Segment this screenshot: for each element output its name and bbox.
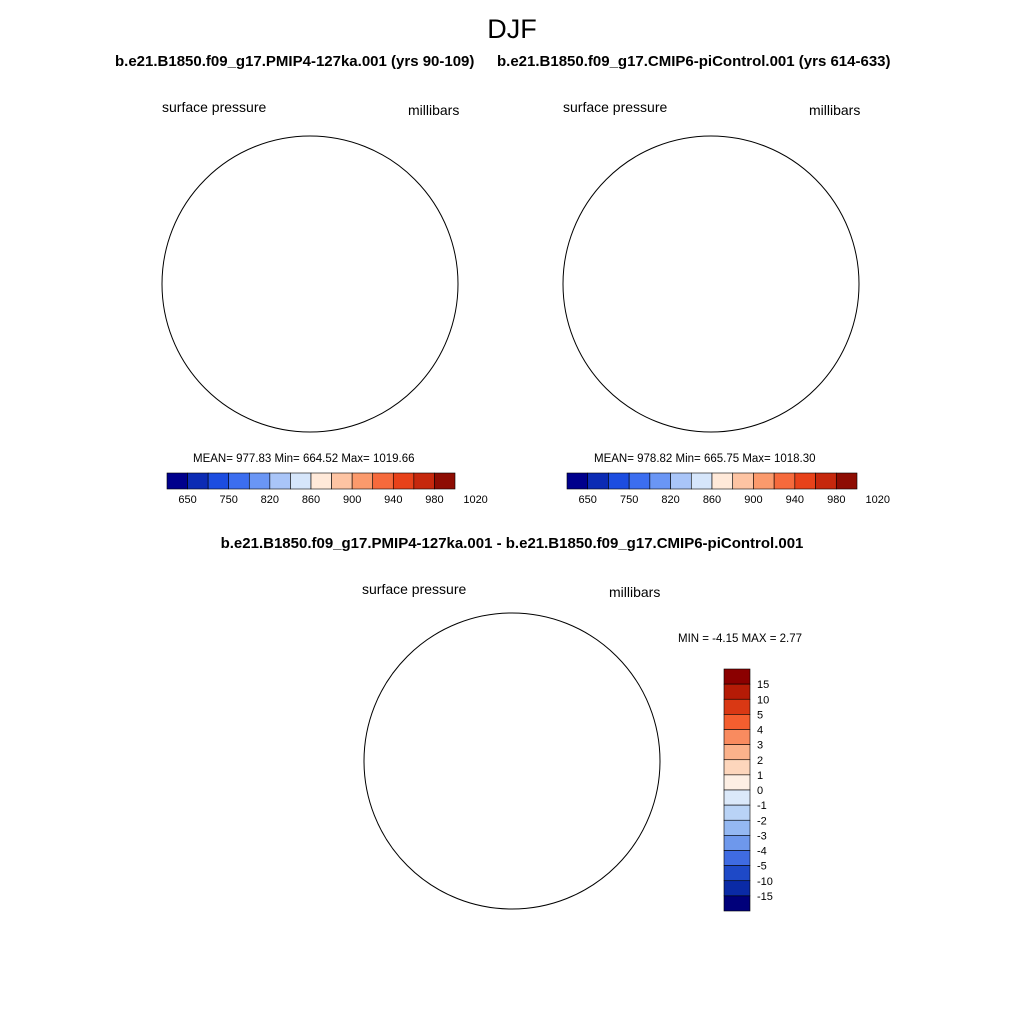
colorbar-left-swatch bbox=[207, 472, 230, 490]
units-label-diff: millibars bbox=[609, 584, 661, 600]
colorbar-right-tick-label: 820 bbox=[661, 494, 679, 506]
colorbar-left-swatch bbox=[290, 472, 312, 490]
colorbar-right-tick-label: 900 bbox=[744, 494, 762, 506]
colorbar-right-tick-label: 980 bbox=[827, 494, 845, 506]
colorbar-right-swatch bbox=[773, 472, 796, 490]
colorbar-left-tick-label: 860 bbox=[302, 494, 320, 506]
colorbar-difference-swatch bbox=[723, 880, 751, 897]
colorbar-left-swatch bbox=[187, 472, 209, 490]
colorbar-difference-swatch bbox=[723, 698, 751, 715]
colorbar-difference-tick-label: 0 bbox=[757, 785, 763, 797]
colorbar-left-tick-label: 820 bbox=[261, 494, 279, 506]
colorbar-difference-tick-label: 4 bbox=[757, 725, 763, 737]
colorbar-difference-swatch bbox=[723, 668, 751, 685]
colorbar-difference-swatch bbox=[723, 850, 751, 866]
colorbar-difference-swatch bbox=[723, 819, 751, 836]
colorbar-right-swatch bbox=[753, 472, 775, 490]
stats-right: MEAN= 978.82 Min= 665.75 Max= 1018.30 bbox=[594, 453, 816, 465]
colorbar-difference-tick-label: -1 bbox=[757, 800, 767, 812]
panel-title-left: b.e21.B1850.f09_g17.PMIP4-127ka.001 (yrs… bbox=[115, 53, 475, 70]
colorbar-left-tick-label: 650 bbox=[178, 494, 196, 506]
colorbar-difference-swatch bbox=[723, 744, 751, 761]
colorbar-difference-swatch bbox=[723, 729, 751, 745]
colorbar-right: 650 750 820 860 900 940 980 1020 bbox=[566, 472, 890, 506]
variable-label-diff: surface pressure bbox=[362, 581, 467, 597]
colorbar-right-tick-label: 650 bbox=[579, 494, 597, 506]
colorbar-left-tick-label: 900 bbox=[343, 494, 361, 506]
colorbar-left-swatch bbox=[392, 472, 415, 490]
colorbar-left-swatch bbox=[248, 472, 271, 490]
colorbar-difference-swatch bbox=[723, 835, 751, 851]
map-left bbox=[161, 135, 459, 433]
colorbar-left: 650 750 820 860 900 940 980 1020 bbox=[166, 472, 488, 506]
colorbar-difference-tick-label: 10 bbox=[757, 694, 769, 706]
colorbar-left-tick-label: 980 bbox=[425, 494, 443, 506]
colorbar-right-swatch bbox=[649, 472, 671, 490]
colorbar-difference-tick-label: 15 bbox=[757, 679, 769, 691]
difference-title: b.e21.B1850.f09_g17.PMIP4-127ka.001 - b.… bbox=[220, 535, 804, 552]
colorbar-difference-tick-label: 3 bbox=[757, 740, 763, 752]
colorbar-difference-tick-label: 2 bbox=[757, 755, 763, 767]
colorbar-right-swatch bbox=[711, 472, 734, 490]
variable-label-left: surface pressure bbox=[162, 99, 267, 115]
units-label-left: millibars bbox=[408, 102, 460, 118]
colorbar-difference-tick-label: 1 bbox=[757, 770, 763, 782]
colorbar-difference-tick-label: -2 bbox=[757, 815, 767, 827]
colorbar-left-tick-label: 940 bbox=[384, 494, 402, 506]
colorbar-difference-tick-label: -15 bbox=[757, 891, 773, 903]
colorbar-right-swatch bbox=[815, 472, 837, 490]
colorbar-difference-tick-label: 5 bbox=[757, 709, 763, 721]
colorbar-left-tick-label: 1020 bbox=[463, 494, 487, 506]
colorbar-right-tick-label: 940 bbox=[786, 494, 804, 506]
colorbar-right-tick-label: 1020 bbox=[865, 494, 889, 506]
colorbar-right-swatch bbox=[690, 472, 713, 490]
colorbar-right-swatch bbox=[566, 472, 589, 490]
colorbar-right-tick-label: 750 bbox=[620, 494, 638, 506]
stats-diff: MIN = -4.15 MAX = 2.77 bbox=[678, 633, 803, 645]
colorbar-difference-swatch bbox=[723, 759, 751, 776]
panel-title-right: b.e21.B1850.f09_g17.CMIP6-piControl.001 … bbox=[497, 53, 891, 70]
variable-label-right: surface pressure bbox=[563, 99, 668, 115]
colorbar-left-swatch bbox=[372, 472, 394, 490]
colorbar-left-tick-label: 750 bbox=[220, 494, 238, 506]
colorbar-left-swatch bbox=[269, 472, 291, 490]
map-difference bbox=[363, 612, 661, 910]
colorbar-difference-swatch bbox=[723, 789, 751, 806]
colorbar-difference-swatch bbox=[723, 714, 751, 730]
colorbar-right-swatch bbox=[608, 472, 630, 490]
colorbar-difference-swatch bbox=[723, 804, 751, 821]
colorbar-left-swatch bbox=[434, 472, 456, 490]
colorbar-left-swatch bbox=[228, 472, 250, 490]
colorbar-difference-swatch bbox=[723, 774, 751, 791]
colorbar-left-swatch bbox=[166, 472, 188, 490]
units-label-right: millibars bbox=[809, 102, 861, 118]
colorbar-right-swatch bbox=[587, 472, 609, 490]
colorbar-difference-tick-label: -10 bbox=[757, 876, 773, 888]
colorbar-right-tick-label: 860 bbox=[703, 494, 721, 506]
colorbar-difference-swatch bbox=[723, 683, 751, 700]
colorbar-left-swatch bbox=[351, 472, 374, 490]
main-title: DJF bbox=[487, 14, 537, 44]
colorbar-difference-tick-label: -5 bbox=[757, 861, 767, 873]
colorbar-left-swatch bbox=[413, 472, 435, 490]
colorbar-difference-swatch bbox=[723, 895, 751, 912]
map-right bbox=[562, 135, 860, 433]
colorbar-right-swatch bbox=[835, 472, 858, 490]
colorbar-left-swatch bbox=[331, 472, 353, 490]
colorbar-right-swatch bbox=[732, 472, 754, 490]
colorbar-difference-swatch bbox=[723, 865, 751, 882]
colorbar-difference-tick-label: -3 bbox=[757, 830, 767, 842]
colorbar-right-swatch bbox=[794, 472, 816, 490]
colorbar-right-swatch bbox=[628, 472, 651, 490]
stats-left: MEAN= 977.83 Min= 664.52 Max= 1019.66 bbox=[193, 453, 415, 465]
colorbar-right-swatch bbox=[670, 472, 692, 490]
colorbar-left-swatch bbox=[310, 472, 332, 490]
colorbar-difference-tick-label: -4 bbox=[757, 846, 767, 858]
